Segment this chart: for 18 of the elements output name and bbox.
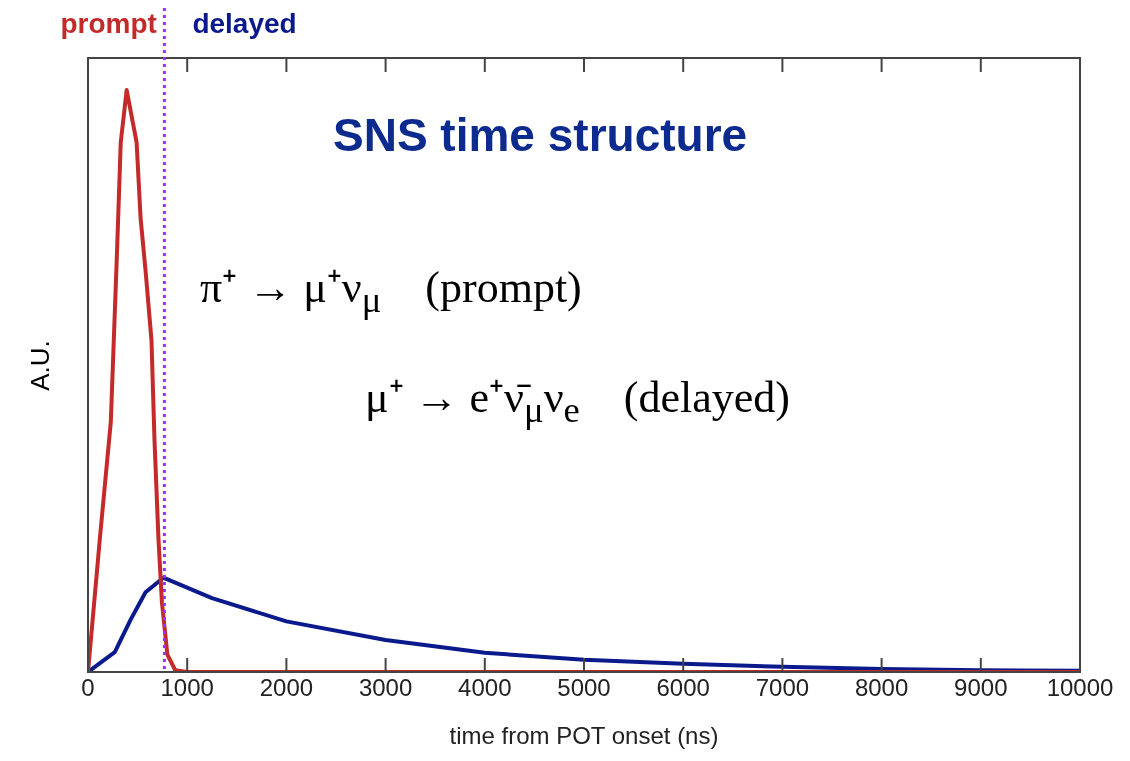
x-tick-label: 4000 — [458, 674, 512, 702]
text: delayed — [192, 8, 297, 40]
x-tick-label: 9000 — [954, 674, 1008, 702]
chart-title: SNS time structure — [333, 108, 748, 162]
y-axis-title: A.U. — [24, 339, 56, 391]
x-axis-title: time from POT onset (ns) — [449, 722, 719, 750]
annotation: μ⁺ → e⁺ν̄$_{μ}$ν$_{e}$ (delayed) — [365, 372, 790, 431]
x-tick-label: 0 — [81, 674, 95, 702]
x-tick-label: 2000 — [259, 674, 314, 702]
text: prompt — [60, 8, 157, 40]
x-tick-label: 7000 — [755, 674, 810, 702]
x-tick-label: 3000 — [358, 674, 413, 702]
annotation: π⁺ → μ⁺ν$_{μ}$ (prompt) — [200, 262, 582, 321]
x-tick-label: 8000 — [854, 674, 909, 702]
x-tick-label: 1000 — [160, 674, 214, 702]
x-tick-label: 5000 — [557, 674, 611, 702]
x-tick-label: 6000 — [656, 674, 710, 702]
x-tick-label: 10000 — [1046, 674, 1114, 702]
